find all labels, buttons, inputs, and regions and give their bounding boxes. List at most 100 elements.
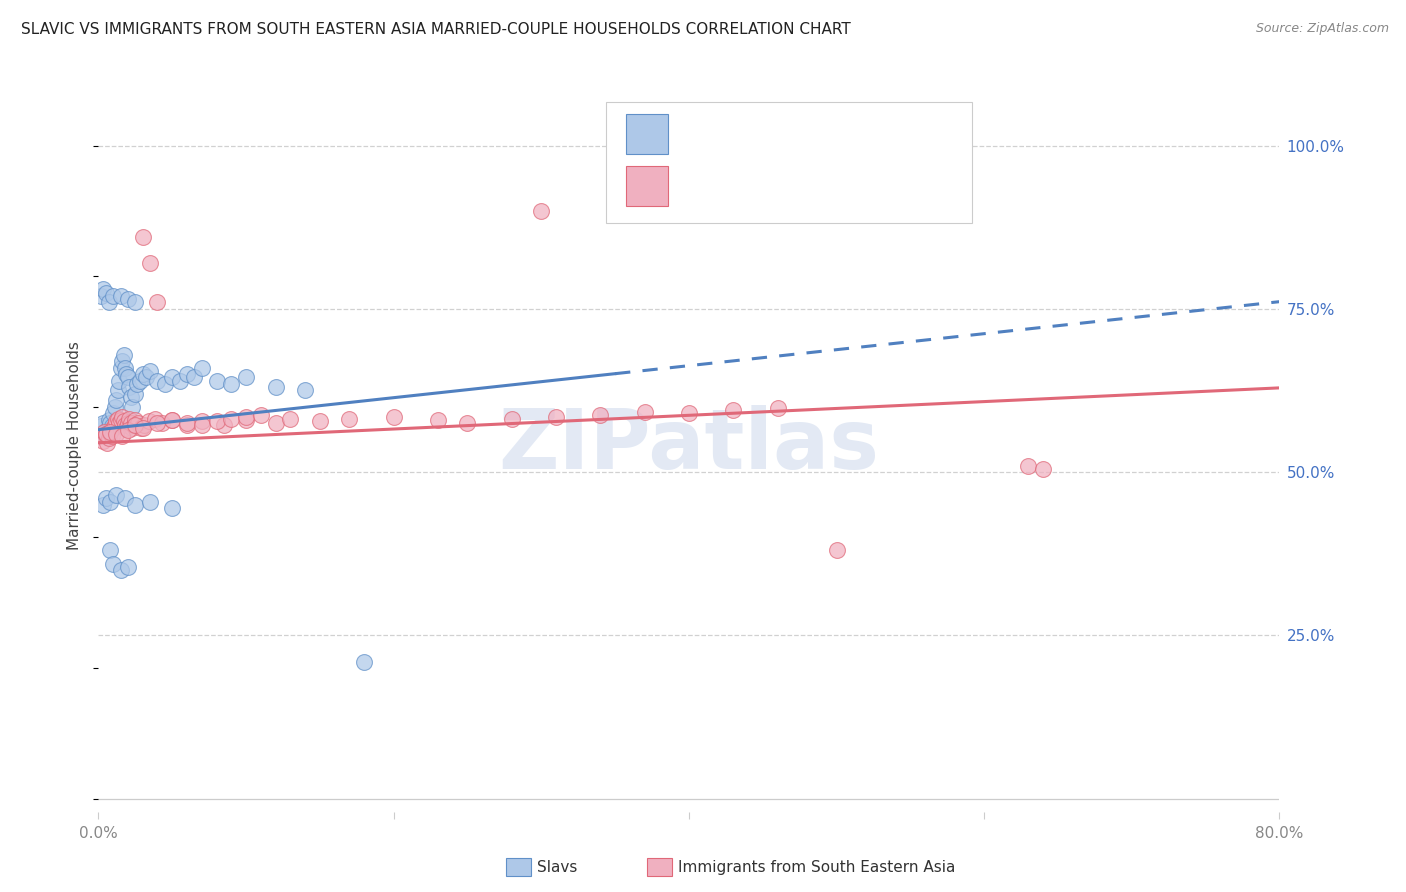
Point [162,413,183,427]
Point [107,411,129,425]
Point [103,557,125,571]
Point [294,384,316,398]
Point [117,370,139,384]
Point [162,413,183,427]
Point [124,418,146,433]
Point [121,400,143,414]
Text: Slavs: Slavs [537,860,578,874]
Text: N =: N = [832,178,873,195]
Point [96,423,118,437]
Point [97,413,120,427]
Text: ZIPatlas: ZIPatlas [499,406,879,486]
Point [105,414,128,428]
Point [264,380,287,394]
Point [162,370,183,384]
Point [456,416,478,430]
Text: 0.140: 0.140 [742,125,793,143]
Point [94,427,117,442]
Point [111,409,134,424]
Point [110,563,132,577]
Point [120,390,142,404]
Point [250,408,273,422]
Point [117,423,139,437]
Point [427,413,450,427]
Point [278,411,302,425]
Point [146,295,169,310]
Point [124,295,146,310]
Point [104,400,127,414]
Point [264,416,287,430]
Point [117,416,139,430]
Point [121,421,143,435]
Point [105,393,128,408]
Point [107,384,129,398]
Point [139,494,162,508]
Point [501,411,523,425]
Point [235,413,257,427]
Point [678,406,700,420]
Text: Source: ZipAtlas.com: Source: ZipAtlas.com [1256,22,1389,36]
Point [98,543,121,558]
Point [90,289,112,303]
Point [146,416,169,430]
Point [108,416,131,430]
Point [112,414,135,428]
Point [120,416,142,430]
Point [98,425,121,440]
Point [162,501,183,516]
Point [94,285,117,300]
Point [115,421,138,435]
Point [353,655,375,669]
Point [382,409,405,424]
FancyBboxPatch shape [626,113,668,153]
Point [153,376,176,391]
Point [112,348,135,362]
Point [91,434,114,448]
Text: R =: R = [685,125,724,143]
Point [115,367,138,381]
Point [132,421,155,435]
Point [219,411,242,425]
Point [91,282,114,296]
Point [93,425,115,439]
Point [110,289,132,303]
Point [98,425,121,439]
Point [205,374,228,388]
Point [110,360,132,375]
Point [96,435,118,450]
Point [235,370,257,384]
Point [138,414,160,428]
Point [339,411,360,425]
Point [633,405,655,419]
Text: 0.198: 0.198 [742,178,793,195]
Point [100,429,122,443]
Point [128,374,150,388]
Text: 61: 61 [886,125,908,143]
Point [205,414,228,428]
Point [191,414,214,428]
Point [94,429,117,443]
Text: R =: R = [685,178,724,195]
Point [94,427,117,442]
Point [98,416,121,430]
Point [129,421,152,435]
Point [143,411,166,425]
Point [124,413,146,427]
Point [103,289,125,303]
Text: SLAVIC VS IMMIGRANTS FROM SOUTH EASTERN ASIA MARRIED-COUPLE HOUSEHOLDS CORRELATI: SLAVIC VS IMMIGRANTS FROM SOUTH EASTERN … [21,22,851,37]
Point [1017,458,1039,473]
Point [105,488,128,502]
Y-axis label: Married-couple Households: Married-couple Households [67,342,83,550]
Point [90,419,112,434]
Point [118,411,141,425]
Point [766,401,789,416]
Point [111,354,134,368]
Point [108,374,131,388]
Point [183,370,205,384]
Point [105,427,128,442]
FancyBboxPatch shape [626,166,668,206]
Point [169,374,191,388]
Point [93,425,115,440]
Point [117,292,139,306]
Text: 71: 71 [886,178,910,195]
